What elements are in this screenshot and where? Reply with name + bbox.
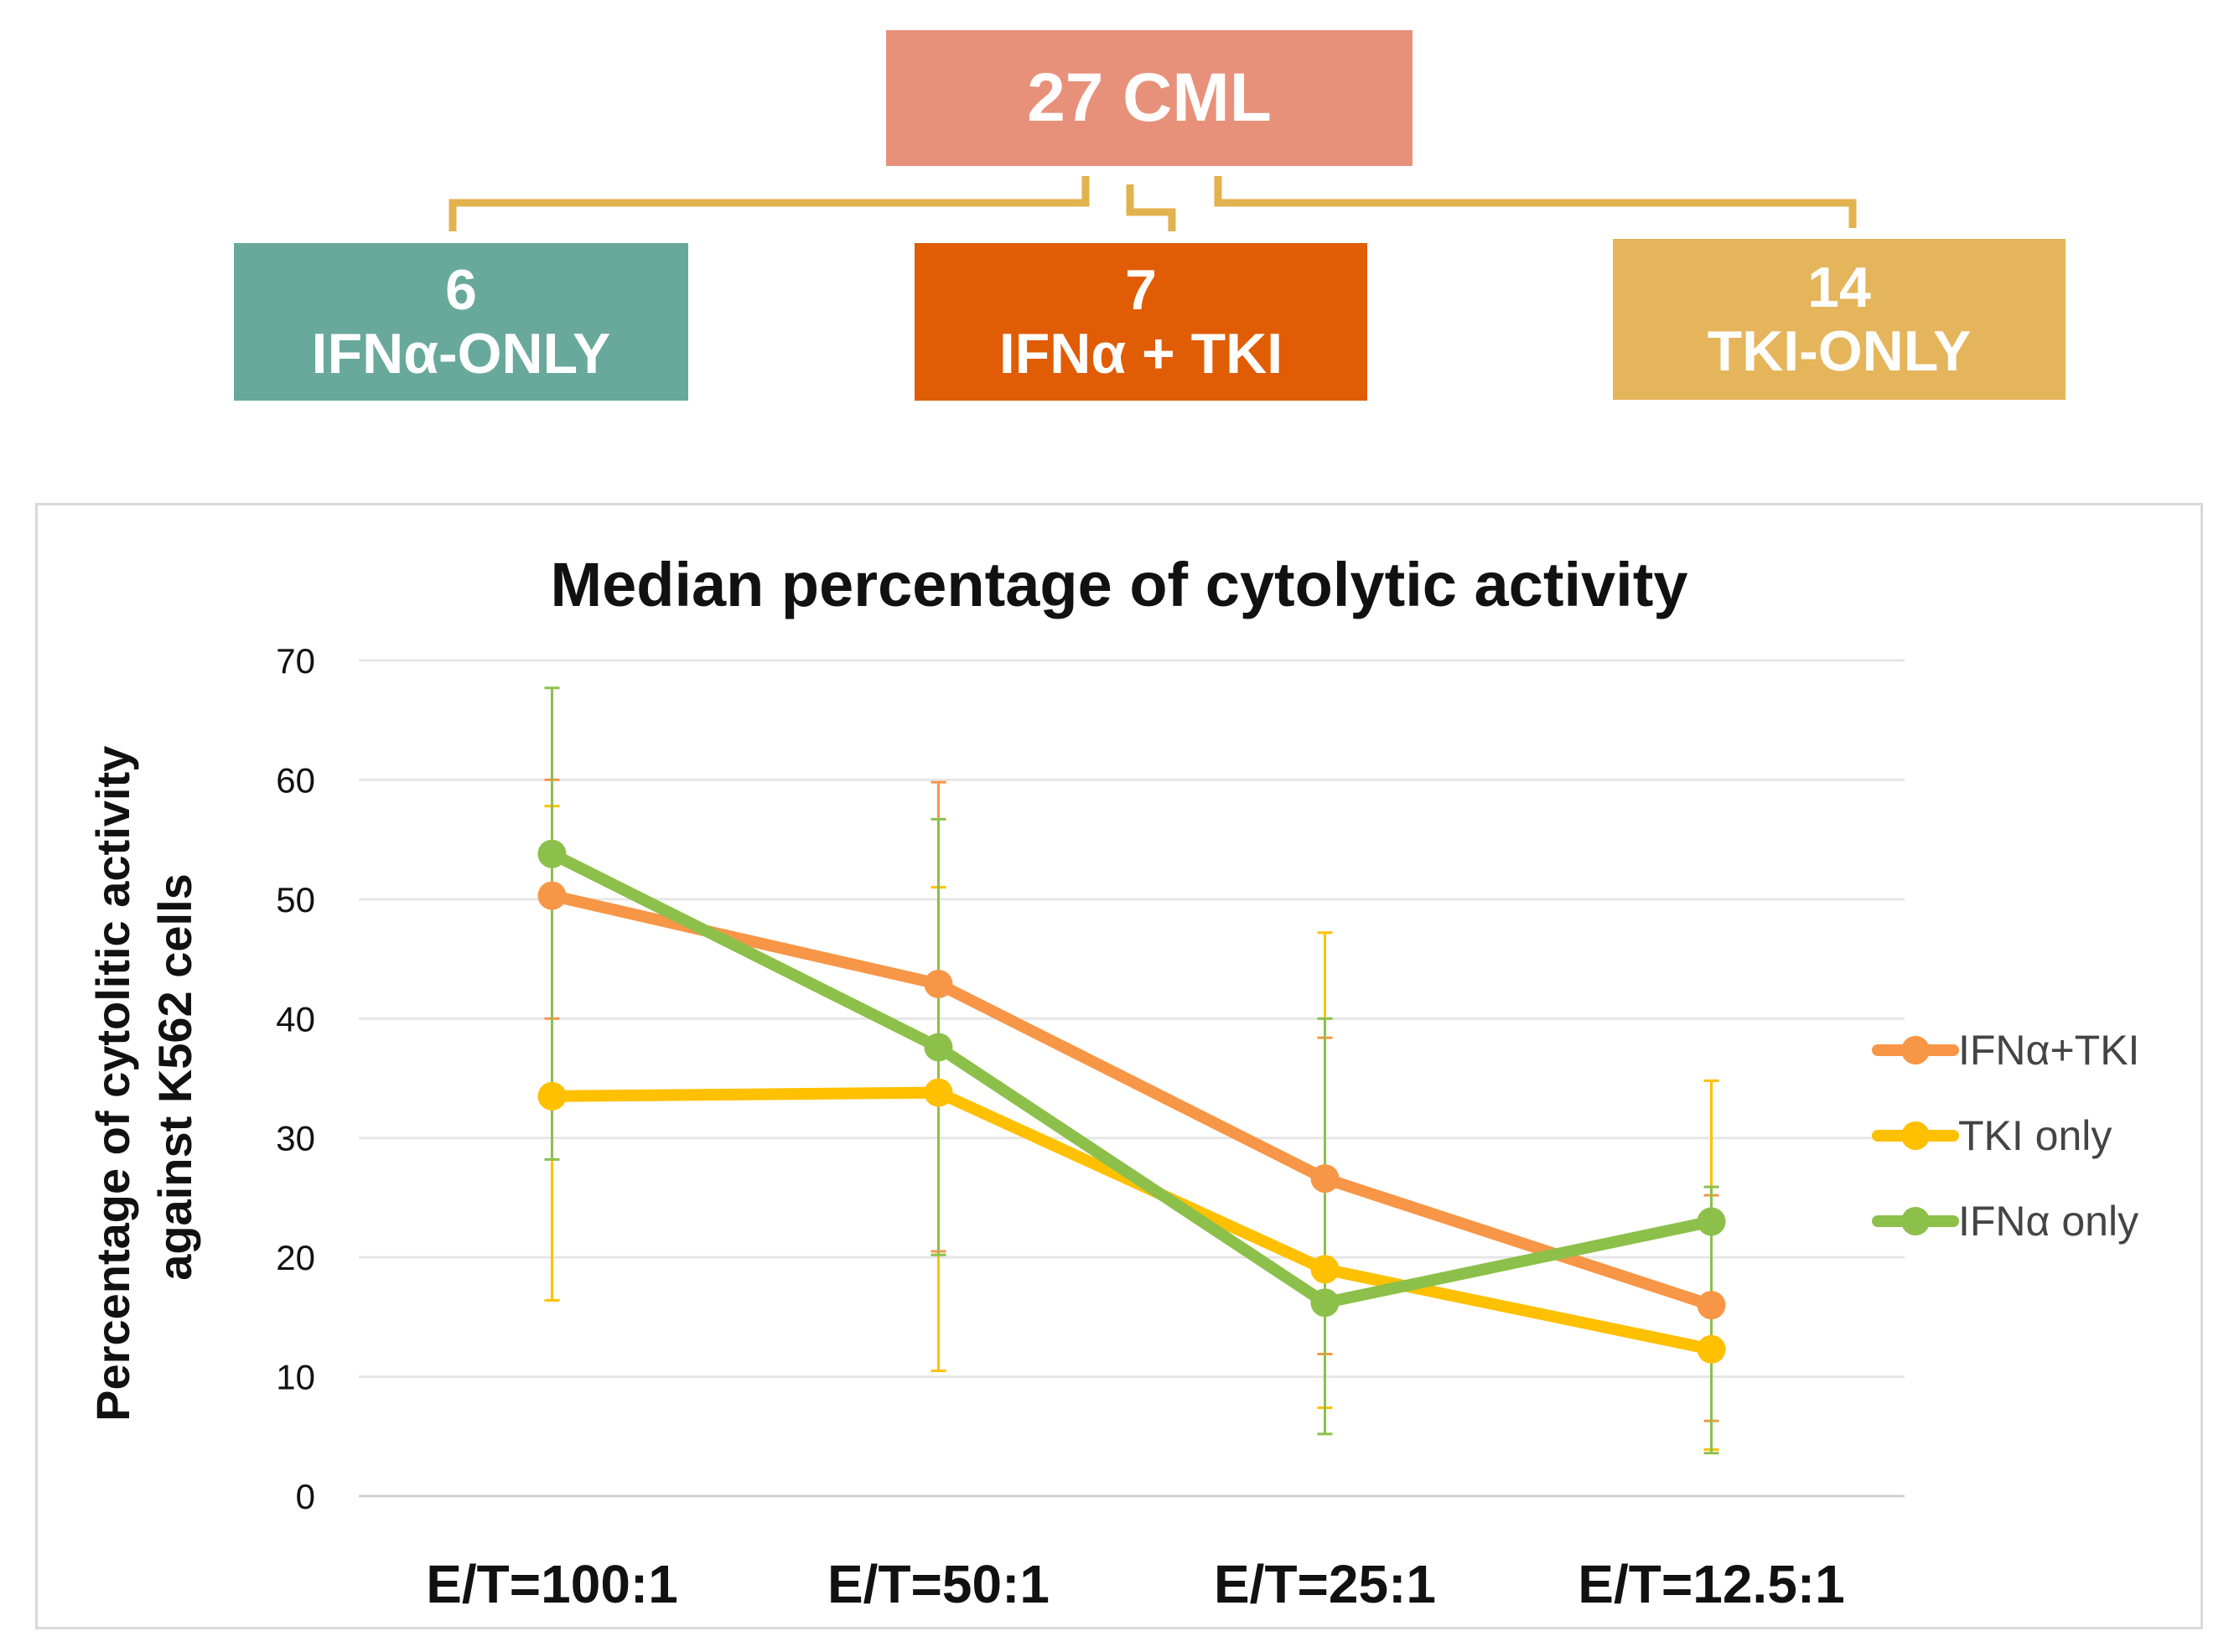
legend-label: IFNα+TKI [1958, 1027, 2139, 1074]
y-tick-label: 50 [276, 880, 315, 919]
connector-right [1214, 176, 1857, 228]
legend-label: IFNα only [1958, 1198, 2138, 1245]
group-box-ifna-tki: 7 IFNα + TKI [915, 243, 1367, 401]
series-points [537, 839, 1726, 1364]
legend-label: TKI only [1958, 1112, 2112, 1159]
data-point [1310, 1288, 1340, 1318]
error-bars [544, 686, 1719, 1455]
series-line [546, 847, 1718, 1309]
y-tick-label: 10 [276, 1358, 315, 1397]
series-lines [546, 847, 1718, 1355]
group-box-tki-only: 14 TKI-ONLY [1613, 239, 2066, 400]
legend-swatch-marker [1901, 1036, 1930, 1064]
series-line [546, 889, 1718, 1312]
y-axis-title-line1: Percentage of cytolitic activity [86, 746, 139, 1422]
data-point [1697, 1334, 1726, 1364]
data-point [1310, 1255, 1340, 1284]
data-point [537, 1081, 567, 1111]
group-label: TKI-ONLY [1707, 319, 1972, 383]
connector-middle [1126, 184, 1176, 231]
chart-frame [35, 503, 2203, 1629]
legend-swatch-marker [1901, 1207, 1930, 1235]
group-label: IFNα + TKI [998, 322, 1283, 386]
data-point [537, 839, 567, 868]
group-label: IFNα-ONLY [311, 322, 611, 386]
gridlines [359, 659, 1905, 1498]
x-tick-label: E/T=100:1 [426, 1554, 678, 1614]
group-count: 6 [445, 257, 477, 322]
data-point [1697, 1291, 1726, 1320]
data-point [924, 1033, 953, 1062]
group-count: 7 [1125, 257, 1157, 322]
legend-swatch-marker [1901, 1121, 1930, 1150]
x-tick-label: E/T=12.5:1 [1578, 1554, 1844, 1614]
group-count: 14 [1807, 255, 1871, 319]
data-point [537, 881, 567, 910]
root-box-27-cml: 27 CML [886, 30, 1413, 166]
series-line [546, 1086, 1718, 1355]
root-label: 27 CML [1027, 60, 1272, 137]
y-tick-label: 30 [276, 1119, 315, 1158]
y-tick-label: 20 [276, 1238, 315, 1277]
y-axis-title: Percentage of cytolitic activity against… [86, 733, 201, 1422]
x-tick-label: E/T=50:1 [827, 1554, 1050, 1614]
data-point [1310, 1164, 1340, 1194]
y-tick-label: 60 [276, 760, 315, 800]
y-tick-label: 70 [276, 641, 315, 681]
tree-connectors [448, 176, 1857, 231]
data-point [924, 1078, 953, 1107]
data-point [1697, 1207, 1726, 1236]
group-box-ifna-only: 6 IFNα-ONLY [234, 243, 688, 401]
x-tick-labels: E/T=100:1 E/T=50:1 E/T=25:1 E/T=12.5:1 [426, 1554, 1845, 1614]
y-axis-title-line2: against K562 cells [148, 873, 201, 1281]
chart-title: Median percentage of cytolytic activity [550, 550, 1687, 619]
y-tick-label: 0 [296, 1477, 315, 1516]
legend: IFNα+TKI TKI only IFNα only [1872, 1027, 2139, 1245]
x-tick-label: E/T=25:1 [1214, 1554, 1436, 1614]
y-tick-labels: 0 10 20 30 40 50 60 70 [276, 641, 315, 1516]
connector-left [448, 176, 1090, 231]
data-point [924, 969, 953, 998]
y-tick-label: 40 [276, 999, 315, 1038]
